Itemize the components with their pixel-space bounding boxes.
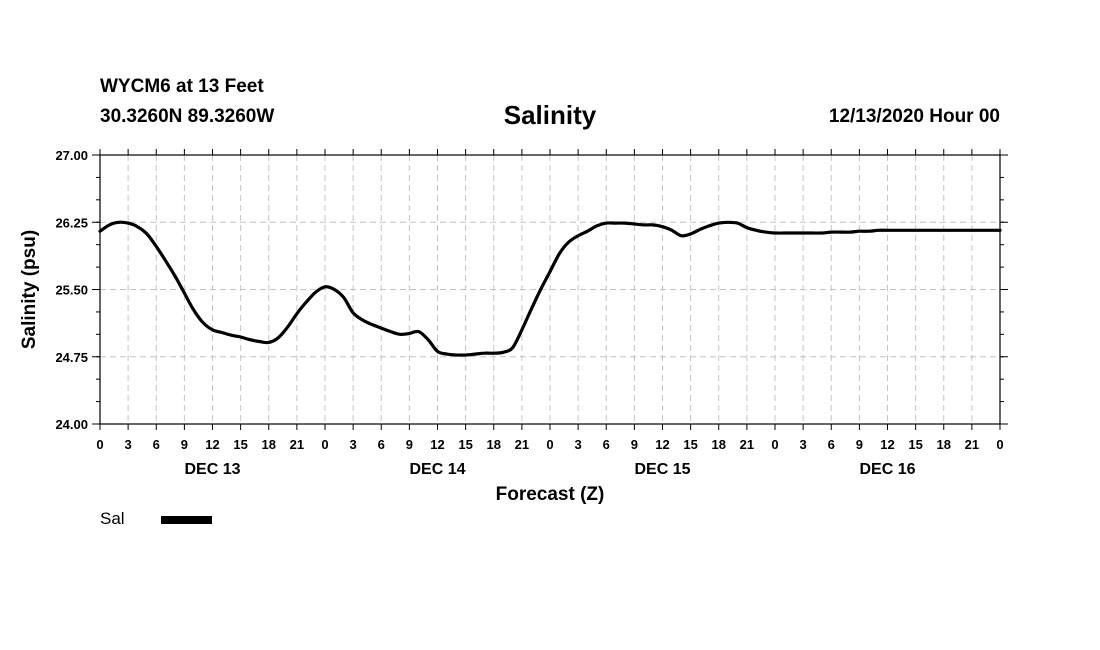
x-tick-label: 9 (631, 437, 638, 452)
x-tick-label: 0 (546, 437, 553, 452)
x-tick-label: 15 (908, 437, 922, 452)
x-tick-label: 21 (515, 437, 529, 452)
x-tick-label: 3 (575, 437, 582, 452)
x-tick-label: 12 (655, 437, 669, 452)
x-tick-label: 15 (683, 437, 697, 452)
x-tick-label: 21 (965, 437, 979, 452)
y-tick-label: 27.00 (55, 148, 88, 163)
x-tick-label: 0 (321, 437, 328, 452)
x-tick-label: 15 (233, 437, 247, 452)
x-tick-label: 6 (603, 437, 610, 452)
day-label: DEC 15 (634, 461, 690, 478)
x-tick-label: 6 (153, 437, 160, 452)
x-tick-label: 21 (740, 437, 754, 452)
y-tick-label: 26.25 (55, 215, 88, 230)
x-tick-label: 9 (406, 437, 413, 452)
x-tick-label: 18 (262, 437, 276, 452)
x-tick-label: 18 (937, 437, 951, 452)
x-tick-label: 3 (125, 437, 132, 452)
y-axis-title: Salinity (psu) (19, 230, 40, 349)
x-tick-label: 0 (996, 437, 1003, 452)
run-time-label: 12/13/2020 Hour 00 (828, 106, 1000, 127)
x-tick-label: 3 (800, 437, 807, 452)
x-tick-label: 9 (181, 437, 188, 452)
y-tick-label: 25.50 (55, 283, 88, 298)
x-tick-label: 6 (378, 437, 385, 452)
day-label: DEC 13 (184, 461, 240, 478)
x-tick-label: 12 (430, 437, 444, 452)
x-tick-label: 18 (487, 437, 501, 452)
x-tick-label: 0 (771, 437, 778, 452)
series-line-sal (98, 220, 1002, 357)
plot-frame (99, 154, 1001, 425)
coordinates-label: 30.3260N 89.3260W (100, 106, 275, 127)
x-tick-label: 6 (828, 437, 835, 452)
legend-swatch (161, 516, 212, 524)
station-label: WYCM6 at 13 Feet (100, 76, 264, 97)
x-tick-label: 15 (458, 437, 472, 452)
day-label: DEC 16 (859, 461, 915, 478)
chart-title: Salinity (503, 100, 597, 130)
x-axis-title: Forecast (Z) (496, 484, 605, 505)
x-tick-label: 12 (205, 437, 219, 452)
x-tick-label: 0 (96, 437, 103, 452)
legend-label: Sal (100, 509, 125, 528)
day-label: DEC 14 (409, 461, 465, 478)
x-tick-label: 12 (880, 437, 894, 452)
x-tick-label: 3 (350, 437, 357, 452)
y-tick-label: 24.00 (55, 417, 88, 432)
x-tick-label: 21 (290, 437, 304, 452)
x-tick-label: 18 (712, 437, 726, 452)
y-tick-label: 24.75 (55, 350, 88, 365)
x-tick-label: 9 (856, 437, 863, 452)
